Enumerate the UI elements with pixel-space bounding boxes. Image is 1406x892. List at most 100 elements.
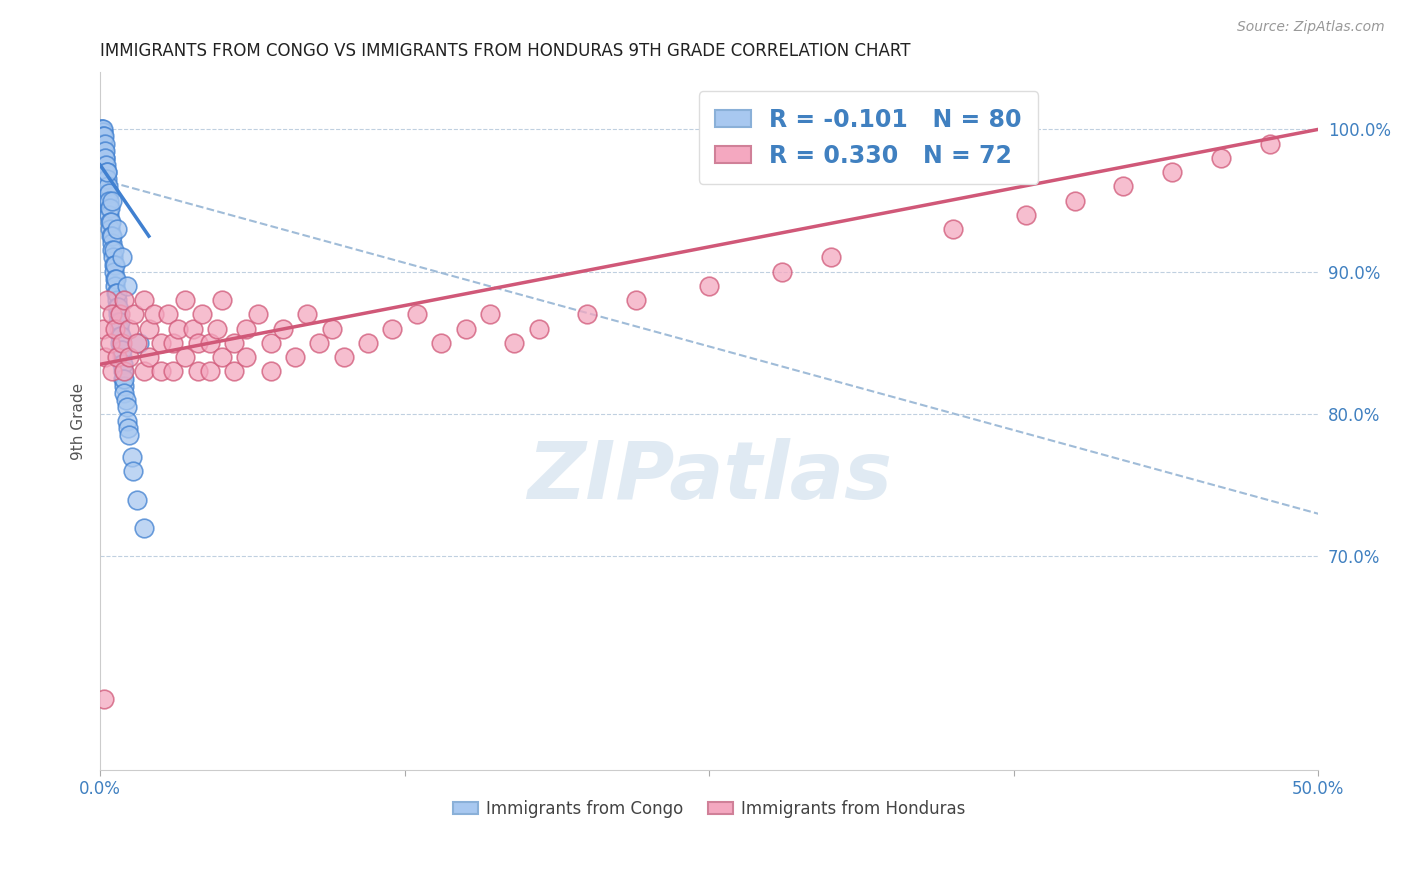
Point [91, 321, 114, 335]
Point [271, 321, 294, 335]
Point [108, 328, 131, 343]
Point [112, 357, 135, 371]
Point [93, 691, 115, 706]
Point [357, 335, 380, 350]
Point [942, 222, 965, 236]
Point [697, 279, 720, 293]
Point [108, 335, 131, 350]
Point [105, 301, 128, 315]
Point [205, 321, 228, 335]
Point [108, 314, 131, 328]
Point [770, 265, 793, 279]
Point [187, 335, 209, 350]
Point [93, 136, 115, 151]
Point [100, 229, 122, 244]
Point [157, 308, 180, 322]
Y-axis label: 9th Grade: 9th Grade [72, 383, 86, 459]
Point [162, 335, 184, 350]
Point [91, 122, 114, 136]
Point [138, 350, 160, 364]
Point [94, 151, 117, 165]
Point [527, 321, 550, 335]
Point [321, 321, 343, 335]
Point [187, 364, 209, 378]
Point [260, 335, 283, 350]
Point [91, 122, 114, 136]
Point [118, 428, 141, 442]
Point [98, 201, 121, 215]
Point [125, 335, 148, 350]
Point [101, 251, 124, 265]
Point [114, 293, 136, 308]
Point [118, 321, 141, 335]
Point [107, 308, 129, 322]
Point [107, 301, 129, 315]
Point [101, 308, 124, 322]
Point [110, 343, 132, 357]
Text: IMMIGRANTS FROM CONGO VS IMMIGRANTS FROM HONDURAS 9TH GRADE CORRELATION CHART: IMMIGRANTS FROM CONGO VS IMMIGRANTS FROM… [100, 42, 911, 60]
Point [107, 314, 129, 328]
Point [115, 414, 138, 428]
Point [118, 350, 141, 364]
Point [96, 194, 118, 208]
Point [142, 308, 165, 322]
Point [103, 265, 125, 279]
Point [132, 293, 155, 308]
Point [235, 321, 257, 335]
Point [98, 215, 121, 229]
Point [284, 350, 307, 364]
Point [224, 335, 246, 350]
Point [150, 335, 173, 350]
Point [1258, 136, 1281, 151]
Point [624, 293, 647, 308]
Point [101, 194, 124, 208]
Point [108, 308, 131, 322]
Point [90, 122, 112, 136]
Point [104, 279, 127, 293]
Point [198, 335, 221, 350]
Point [100, 215, 122, 229]
Point [174, 293, 197, 308]
Point [98, 194, 121, 208]
Point [93, 129, 115, 144]
Point [478, 308, 501, 322]
Point [96, 165, 118, 179]
Point [114, 364, 136, 378]
Point [503, 335, 526, 350]
Point [117, 421, 139, 435]
Point [97, 186, 120, 201]
Point [111, 335, 134, 350]
Point [105, 350, 128, 364]
Point [103, 258, 125, 272]
Point [122, 464, 145, 478]
Point [94, 350, 117, 364]
Point [576, 308, 599, 322]
Point [105, 293, 128, 308]
Point [260, 364, 283, 378]
Point [297, 308, 319, 322]
Point [162, 364, 184, 378]
Point [97, 201, 120, 215]
Point [94, 165, 117, 179]
Point [101, 244, 124, 258]
Point [93, 151, 115, 165]
Point [211, 293, 233, 308]
Point [198, 364, 221, 378]
Point [104, 286, 127, 301]
Point [1112, 179, 1135, 194]
Point [224, 364, 246, 378]
Point [121, 450, 143, 464]
Point [174, 350, 197, 364]
Point [128, 335, 150, 350]
Point [103, 244, 125, 258]
Point [1015, 208, 1038, 222]
Point [381, 321, 404, 335]
Point [101, 236, 124, 251]
Point [132, 364, 155, 378]
Point [104, 272, 127, 286]
Point [1209, 151, 1232, 165]
Point [90, 129, 112, 144]
Point [332, 350, 354, 364]
Point [96, 165, 118, 179]
Point [1063, 194, 1085, 208]
